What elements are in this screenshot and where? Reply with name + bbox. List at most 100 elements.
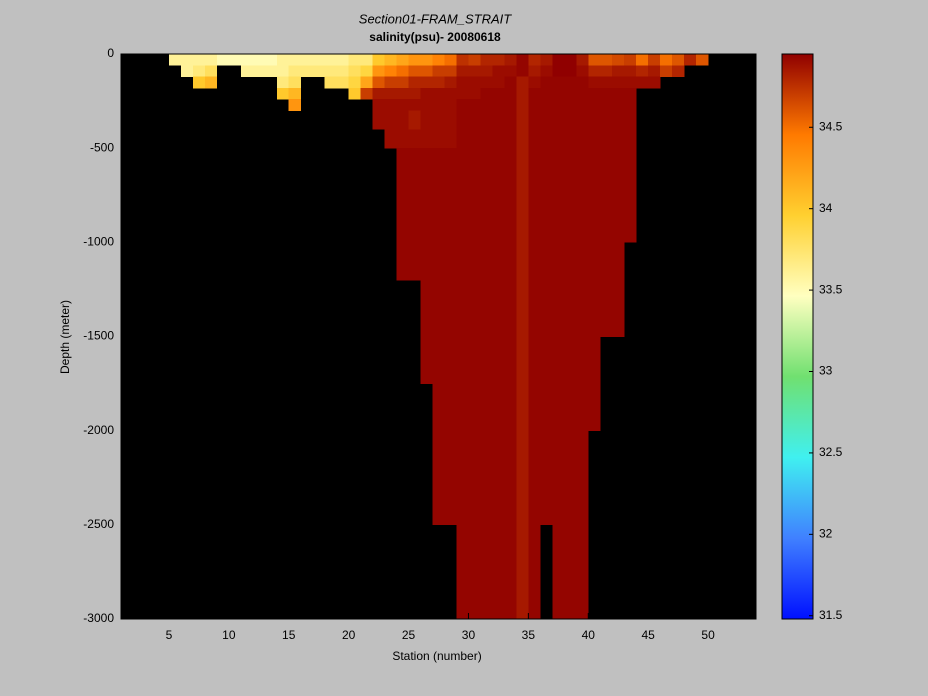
- chart-title: Section01-FRAM_STRAIT: [359, 11, 512, 26]
- heatmap-cell: [192, 76, 206, 89]
- chart-subtitle: salinity(psu)- 20080618: [369, 30, 501, 44]
- heatmap-cell: [576, 99, 589, 111]
- heatmap-cell: [432, 383, 445, 432]
- heatmap-cell: [504, 110, 517, 130]
- x-tick-label: 35: [522, 628, 536, 642]
- heatmap-cell: [612, 110, 625, 130]
- heatmap-cell: [564, 65, 577, 77]
- heatmap-cell: [396, 87, 409, 100]
- heatmap-cell: [588, 87, 601, 100]
- heatmap-cell: [468, 87, 481, 100]
- heatmap-cell: [504, 87, 517, 100]
- heatmap-cell: [456, 383, 469, 432]
- heatmap-cell: [408, 148, 421, 243]
- heatmap-cell: [564, 280, 577, 337]
- heatmap-cell: [288, 99, 302, 111]
- heatmap-cell: [672, 54, 685, 66]
- heatmap-cell: [504, 65, 517, 77]
- heatmap-cell: [588, 242, 601, 281]
- heatmap-cell: [192, 65, 206, 77]
- heatmap-cell: [312, 65, 326, 77]
- heatmap-cell: [420, 54, 433, 66]
- heatmap-cell: [432, 280, 445, 337]
- heatmap-cell: [516, 110, 529, 130]
- heatmap-cell: [528, 242, 541, 281]
- heatmap-cell: [600, 54, 613, 66]
- heatmap-cell: [420, 76, 433, 89]
- heatmap-cell: [456, 110, 469, 130]
- heatmap-cell: [480, 54, 493, 66]
- heatmap-cell: [612, 54, 625, 66]
- heatmap-cell: [552, 383, 565, 432]
- heatmap-cell: [528, 129, 541, 149]
- heatmap-cell: [636, 54, 649, 66]
- x-tick-label: 15: [282, 628, 296, 642]
- heatmap-cell: [600, 110, 613, 130]
- heatmap-cell: [684, 54, 697, 66]
- heatmap-cell: [612, 76, 625, 89]
- heatmap-cell: [300, 65, 314, 77]
- heatmap-cell: [384, 54, 397, 66]
- heatmap-cell: [564, 383, 577, 432]
- heatmap-cell: [612, 99, 625, 111]
- heatmap-cell: [588, 129, 601, 149]
- heatmap-cell: [180, 54, 194, 66]
- heatmap-cell: [516, 99, 529, 111]
- heatmap-cell: [324, 65, 338, 77]
- heatmap-cell: [624, 87, 637, 100]
- heatmap-cell: [468, 54, 481, 66]
- heatmap-cell: [480, 148, 493, 243]
- x-tick-label: 40: [582, 628, 596, 642]
- heatmap-cell: [396, 129, 409, 149]
- heatmap-cell: [516, 280, 529, 337]
- heatmap-cell: [204, 65, 218, 77]
- heatmap-cell: [540, 148, 553, 243]
- heatmap-cell: [540, 110, 553, 130]
- heatmap-cell: [444, 129, 457, 149]
- heatmap-cell: [456, 242, 469, 281]
- heatmap-cell: [504, 129, 517, 149]
- heatmap-cell: [492, 129, 505, 149]
- heatmap-cell: [480, 76, 493, 89]
- heatmap-cell: [552, 87, 565, 100]
- heatmap-cell: [444, 54, 457, 66]
- heatmap-cell: [624, 148, 637, 243]
- heatmap-cell: [456, 430, 469, 526]
- heatmap-cell: [480, 110, 493, 130]
- heatmap-cell: [396, 65, 409, 77]
- heatmap-cell: [492, 54, 505, 66]
- heatmap-cell: [444, 148, 457, 243]
- heatmap-cell: [420, 87, 433, 100]
- heatmap-cell: [564, 54, 577, 66]
- heatmap-cell: [504, 76, 517, 89]
- heatmap-cell: [432, 148, 445, 243]
- heatmap-cell: [564, 148, 577, 243]
- heatmap-cell: [288, 76, 302, 89]
- heatmap-cell: [612, 280, 625, 337]
- heatmap-cell: [336, 65, 350, 77]
- heatmap-cell: [492, 242, 505, 281]
- heatmap-cell: [432, 76, 445, 89]
- heatmap-cell: [288, 54, 302, 66]
- heatmap-cell: [480, 383, 493, 432]
- heatmap-cell: [552, 99, 565, 111]
- heatmap-cell: [588, 336, 601, 384]
- heatmap-cell: [456, 524, 469, 620]
- heatmap-cell: [492, 99, 505, 111]
- heatmap-cell: [348, 76, 362, 89]
- heatmap-cell: [420, 242, 433, 281]
- heatmap-cell: [360, 76, 374, 89]
- heatmap-cell: [552, 76, 565, 89]
- heatmap-cell: [540, 54, 553, 66]
- heatmap-cell: [516, 524, 529, 620]
- heatmap-cell: [576, 383, 589, 432]
- heatmap-cell: [528, 148, 541, 243]
- heatmap-cell: [360, 65, 374, 77]
- heatmap-cell: [492, 524, 505, 620]
- heatmap-cell: [660, 54, 673, 66]
- heatmap-cell: [288, 65, 302, 77]
- heatmap-cell: [420, 65, 433, 77]
- heatmap-cell: [564, 242, 577, 281]
- heatmap-cell: [396, 54, 409, 66]
